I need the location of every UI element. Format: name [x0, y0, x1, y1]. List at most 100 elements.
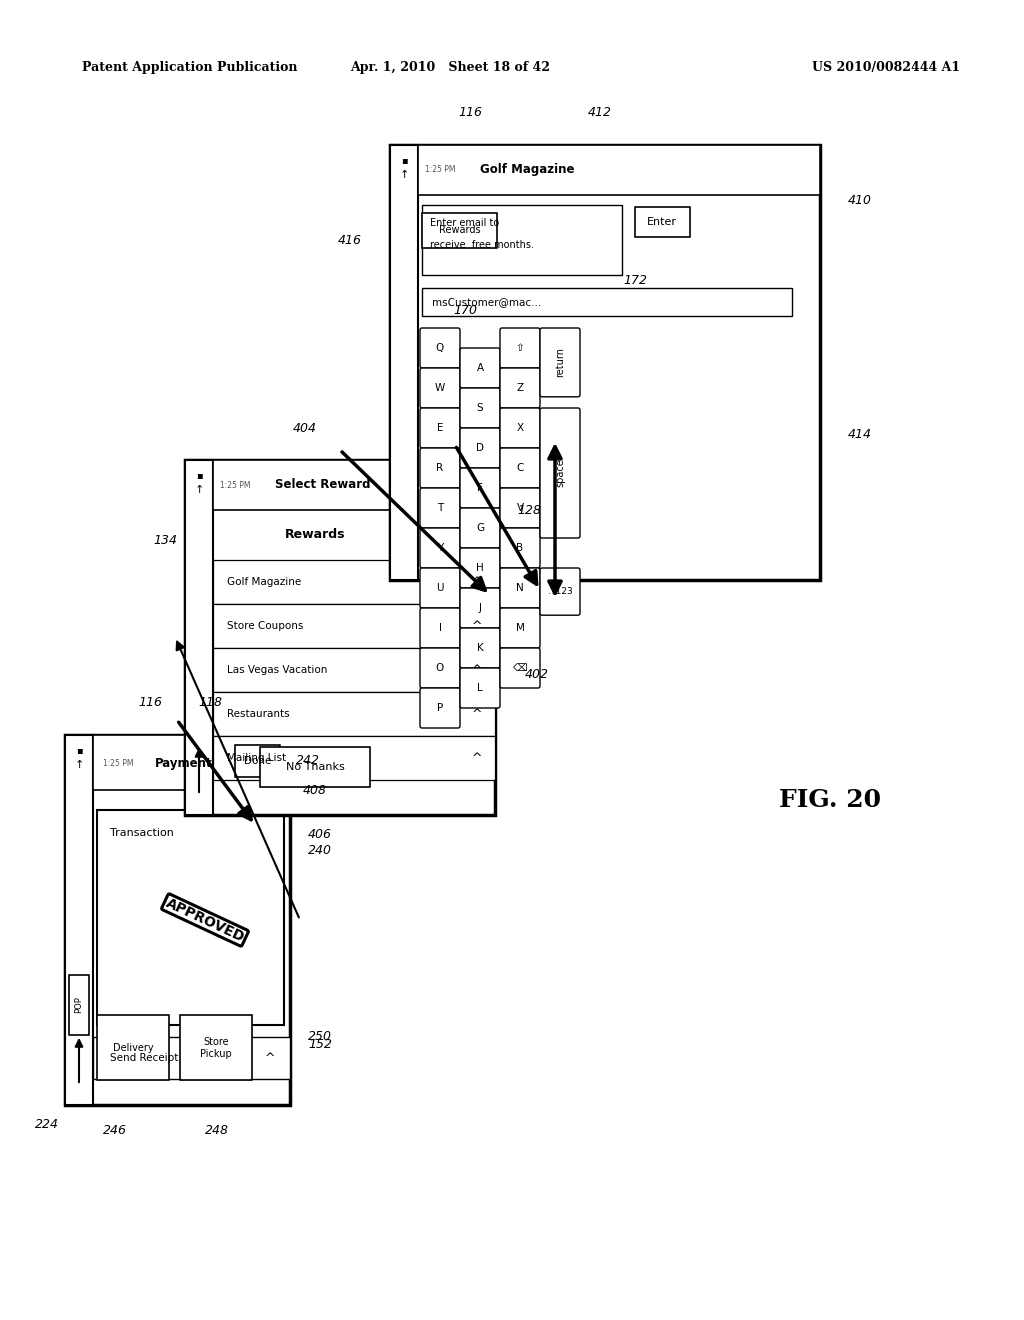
FancyBboxPatch shape: [500, 528, 540, 568]
Text: ^: ^: [472, 664, 482, 676]
FancyBboxPatch shape: [500, 447, 540, 488]
Text: 246: 246: [103, 1123, 127, 1137]
Text: 408: 408: [303, 784, 327, 796]
Text: 410: 410: [848, 194, 872, 206]
FancyBboxPatch shape: [460, 587, 500, 628]
Text: 402: 402: [525, 668, 549, 681]
Text: C: C: [516, 463, 523, 473]
Text: Patent Application Publication: Patent Application Publication: [82, 62, 298, 74]
Bar: [93, 735, 290, 789]
Text: 406: 406: [308, 829, 332, 842]
FancyBboxPatch shape: [420, 568, 460, 609]
FancyBboxPatch shape: [500, 488, 540, 528]
Text: 412: 412: [588, 107, 612, 120]
Text: Q: Q: [436, 343, 444, 352]
FancyBboxPatch shape: [180, 1015, 252, 1080]
FancyBboxPatch shape: [500, 609, 540, 648]
FancyBboxPatch shape: [460, 508, 500, 548]
Text: 116: 116: [138, 697, 162, 710]
FancyBboxPatch shape: [420, 447, 460, 488]
FancyBboxPatch shape: [540, 408, 580, 539]
Text: return: return: [555, 347, 565, 378]
Bar: [213, 648, 495, 692]
FancyBboxPatch shape: [420, 609, 460, 648]
FancyBboxPatch shape: [635, 207, 690, 238]
Text: 152: 152: [308, 1039, 332, 1052]
Text: POP: POP: [75, 997, 84, 1014]
Text: E: E: [437, 422, 443, 433]
FancyBboxPatch shape: [500, 648, 540, 688]
Bar: [65, 735, 290, 1105]
Bar: [418, 145, 820, 195]
FancyBboxPatch shape: [460, 348, 500, 388]
Text: Z: Z: [516, 383, 523, 393]
Bar: [185, 459, 495, 814]
Text: Y: Y: [437, 543, 443, 553]
Text: 134: 134: [153, 533, 177, 546]
Bar: [390, 145, 418, 579]
Text: Send Receipt: Send Receipt: [110, 1053, 178, 1063]
Text: 128: 128: [517, 503, 541, 516]
Text: receive  free months.: receive free months.: [430, 240, 534, 249]
Text: I: I: [438, 623, 441, 634]
Text: FIG. 20: FIG. 20: [779, 788, 881, 812]
Text: ↑: ↑: [195, 484, 204, 495]
FancyBboxPatch shape: [422, 213, 497, 248]
Text: Golf Magazine: Golf Magazine: [227, 577, 301, 587]
Text: Apr. 1, 2010   Sheet 18 of 42: Apr. 1, 2010 Sheet 18 of 42: [350, 62, 550, 74]
Text: Rewards: Rewards: [285, 528, 345, 541]
Text: O: O: [436, 663, 444, 673]
Text: 1:25 PM: 1:25 PM: [425, 165, 456, 174]
FancyBboxPatch shape: [420, 528, 460, 568]
Bar: [213, 737, 495, 780]
Text: N: N: [516, 583, 524, 593]
Text: Done: Done: [245, 756, 271, 766]
Text: ^: ^: [472, 619, 482, 632]
Text: ^: ^: [472, 576, 482, 589]
Text: Store
Pickup: Store Pickup: [200, 1038, 231, 1059]
Text: ▪: ▪: [196, 470, 203, 480]
Text: T: T: [437, 503, 443, 513]
Text: 414: 414: [848, 429, 872, 441]
Text: 172: 172: [623, 273, 647, 286]
Text: S: S: [477, 403, 483, 413]
Text: W: W: [435, 383, 445, 393]
Bar: [422, 205, 622, 275]
Text: 416: 416: [338, 234, 362, 247]
Text: G: G: [476, 523, 484, 533]
Text: Enter email to: Enter email to: [430, 218, 500, 228]
Text: K: K: [476, 643, 483, 653]
Text: 248: 248: [205, 1123, 229, 1137]
FancyBboxPatch shape: [420, 688, 460, 729]
Text: R: R: [436, 463, 443, 473]
Text: space: space: [555, 458, 565, 487]
FancyBboxPatch shape: [500, 327, 540, 368]
Text: 404: 404: [293, 421, 317, 434]
Text: ▪: ▪: [400, 154, 408, 165]
Text: U: U: [436, 583, 443, 593]
Text: M: M: [515, 623, 524, 634]
FancyBboxPatch shape: [420, 368, 460, 408]
Bar: [213, 459, 495, 510]
Text: D: D: [476, 444, 484, 453]
FancyBboxPatch shape: [460, 668, 500, 708]
FancyBboxPatch shape: [540, 568, 580, 615]
Bar: [213, 605, 495, 648]
Text: Payment: Payment: [155, 756, 213, 770]
Text: ↑: ↑: [399, 170, 409, 180]
Text: 116: 116: [458, 107, 482, 120]
Text: .?123: .?123: [548, 587, 572, 597]
Text: ⌫: ⌫: [513, 663, 527, 673]
Text: ^: ^: [472, 751, 482, 764]
Bar: [213, 692, 495, 737]
Bar: [97, 810, 284, 1026]
Text: 1:25 PM: 1:25 PM: [220, 480, 251, 490]
Text: L: L: [477, 682, 483, 693]
Text: ▪: ▪: [76, 744, 82, 755]
Text: ⇧: ⇧: [516, 343, 524, 352]
FancyBboxPatch shape: [460, 548, 500, 587]
Text: Las Vegas Vacation: Las Vegas Vacation: [227, 665, 328, 675]
Text: 224: 224: [35, 1118, 59, 1131]
Text: P: P: [437, 704, 443, 713]
FancyBboxPatch shape: [460, 628, 500, 668]
